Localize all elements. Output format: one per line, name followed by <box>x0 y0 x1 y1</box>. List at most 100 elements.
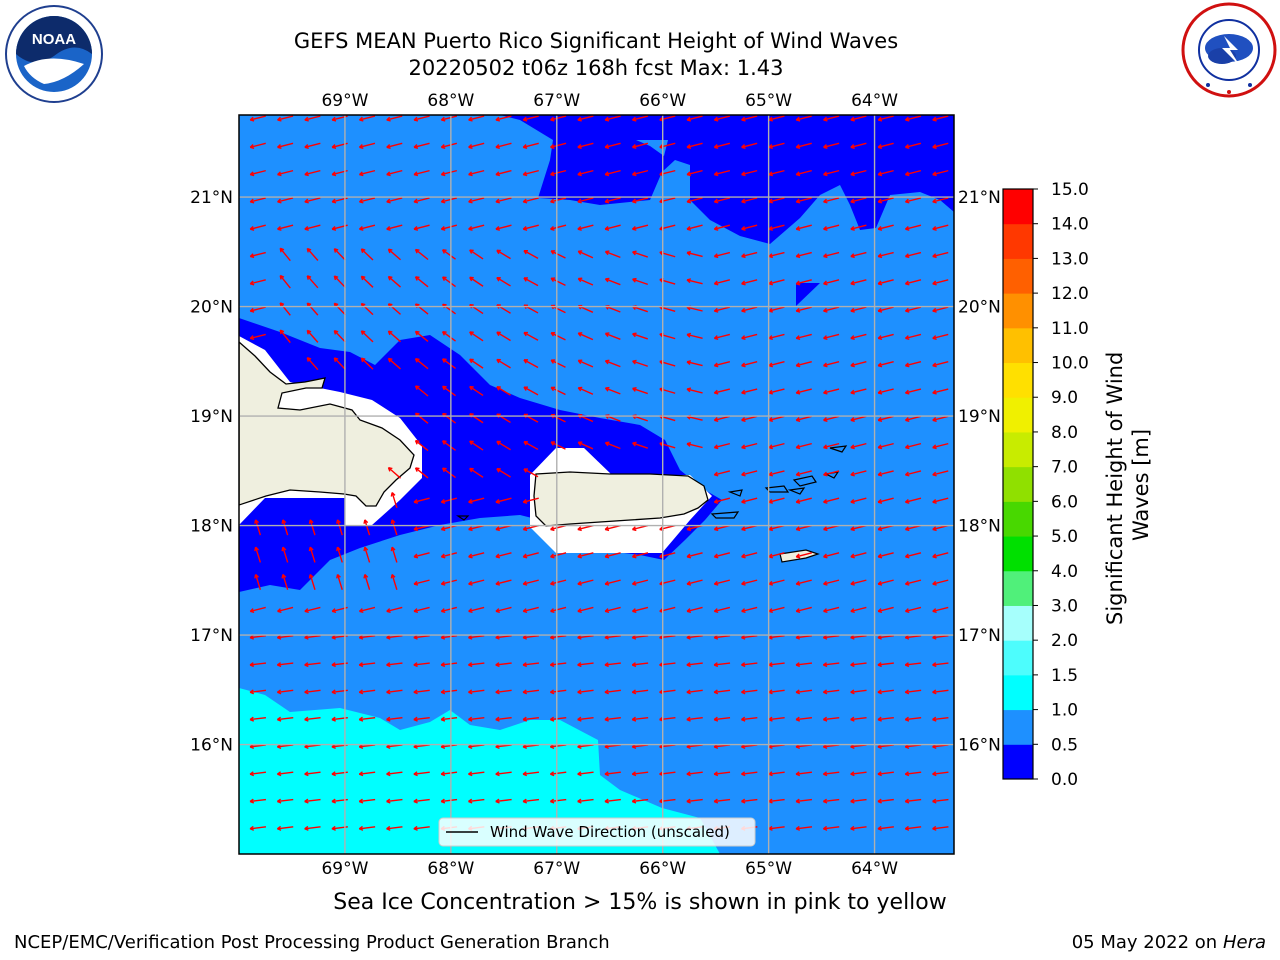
wave-arrow <box>304 142 321 148</box>
wave-arrow-head <box>795 389 801 395</box>
wave-arrow-head <box>795 471 801 477</box>
wave-arrow-head <box>795 689 801 695</box>
wave-arrow <box>495 224 512 230</box>
wave-arrow-head <box>249 771 255 777</box>
wave-arrow-head <box>686 553 692 559</box>
colorbar-tick-label: 14.0 <box>1051 215 1089 235</box>
wave-arrow-head <box>932 662 937 668</box>
wave-arrow-head <box>577 716 582 722</box>
wave-arrow <box>306 302 319 316</box>
wave-arrow-head <box>390 546 396 552</box>
wave-arrow-head <box>713 580 719 586</box>
wave-arrow <box>741 689 758 693</box>
wave-arrow <box>686 579 703 585</box>
wave-arrow-head <box>877 144 883 149</box>
wave-arrow-head <box>877 225 883 231</box>
wave-arrow <box>741 197 758 203</box>
wave-arrow <box>850 115 867 121</box>
wave-arrow <box>522 744 540 748</box>
wave-arrow-head <box>550 359 556 364</box>
colorbar-segment <box>1003 431 1033 468</box>
wave-arrow-head <box>577 332 583 337</box>
wave-arrow-head <box>932 825 937 831</box>
wave-arrow-head <box>822 771 828 777</box>
wave-arrow <box>577 662 594 666</box>
wave-arrow-head <box>442 385 447 391</box>
wave-arrow <box>905 662 922 666</box>
wave-arrow-head <box>495 608 500 614</box>
wave-arrow-head <box>768 362 773 368</box>
wave-arrow <box>877 771 894 775</box>
wave-arrow-head <box>249 116 255 122</box>
wave-arrow-head <box>386 689 391 695</box>
wave-arrow-head <box>249 689 255 695</box>
wave-arrow-head <box>390 519 396 524</box>
wave-arrow <box>714 798 731 803</box>
map-legend: Wind Wave Direction (unscaled) <box>438 817 756 847</box>
wave-arrow-head <box>768 417 773 422</box>
wave-arrow <box>932 388 949 394</box>
wave-arrow-head <box>713 225 719 231</box>
lon-label-bottom: 69°W <box>321 859 368 879</box>
wave-arrow-head <box>522 144 528 149</box>
wave-arrow <box>605 250 621 259</box>
colorbar-tick-label: 13.0 <box>1051 249 1089 269</box>
wave-arrow-head <box>577 144 582 149</box>
wave-arrow <box>468 798 485 803</box>
colorbar-segment <box>1003 605 1033 641</box>
wave-arrow <box>441 224 458 230</box>
wave-arrow <box>877 470 894 476</box>
wave-arrow <box>632 552 649 558</box>
lat-label-left: 16°N <box>190 736 233 756</box>
wave-arrow-head <box>713 116 719 122</box>
wave-arrow-head <box>577 225 582 231</box>
wave-arrow-head <box>279 329 285 335</box>
wave-arrow <box>495 635 512 639</box>
wave-arrow <box>279 329 291 344</box>
wave-band-0-0.5-spot <box>796 283 820 306</box>
footer-machine: Hera <box>1222 932 1266 953</box>
wave-arrow <box>632 579 649 585</box>
wave-arrow-head <box>442 249 447 254</box>
wave-arrow-head <box>550 331 556 337</box>
wave-arrow <box>714 442 731 449</box>
wave-arrow <box>632 662 649 666</box>
wave-arrow <box>523 197 539 203</box>
wave-arrow <box>741 306 758 312</box>
wave-arrow <box>877 635 894 639</box>
colorbar-segment <box>1003 258 1033 294</box>
wave-arrow-head <box>249 171 255 177</box>
wave-arrow-head <box>686 225 692 231</box>
wave-arrow <box>796 251 812 258</box>
wave-arrow-head <box>496 386 501 391</box>
wave-arrow <box>796 388 812 394</box>
wave-arrow <box>523 386 539 396</box>
wave-arrow-head <box>549 689 555 695</box>
wave-arrow <box>468 169 485 176</box>
colorbar-tick-label: 9.0 <box>1051 388 1078 408</box>
wave-arrow-head <box>932 253 937 259</box>
wave-arrow <box>714 388 731 394</box>
wave-arrow-head <box>686 387 692 393</box>
wave-arrow <box>686 169 703 176</box>
wave-arrow-head <box>904 307 910 313</box>
wave-arrow <box>877 552 894 558</box>
wave-arrow-head <box>795 608 801 614</box>
colorbar-label-line2: Waves [m] <box>1129 429 1153 541</box>
wave-arrow-head <box>577 526 582 532</box>
wave-arrow <box>442 385 456 397</box>
wave-arrow-head <box>414 248 420 254</box>
land-virgin-islands <box>456 445 848 521</box>
wave-arrow-head <box>413 580 419 586</box>
wave-arrow-head <box>768 335 773 341</box>
wave-arrow <box>877 333 894 340</box>
wave-arrow-head <box>522 662 528 668</box>
wave-arrow-head <box>249 608 255 614</box>
wave-arrow-head <box>414 330 420 336</box>
wave-arrow-head <box>932 798 937 804</box>
wave-arrow <box>632 689 649 693</box>
wave-arrow-head <box>768 280 773 286</box>
wave-arrow <box>359 716 376 721</box>
wave-arrow-head <box>413 689 418 695</box>
wave-arrow-head <box>495 498 500 504</box>
